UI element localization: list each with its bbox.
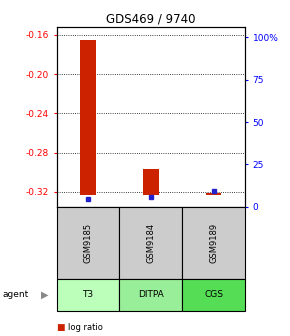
Bar	[143, 169, 159, 195]
Title: GDS469 / 9740: GDS469 / 9740	[106, 13, 195, 26]
Text: ▶: ▶	[41, 290, 49, 300]
Text: T3: T3	[82, 290, 94, 299]
Text: DITPA: DITPA	[138, 290, 164, 299]
Bar	[80, 40, 96, 195]
Text: GSM9184: GSM9184	[146, 223, 155, 263]
Text: CGS: CGS	[204, 290, 223, 299]
Text: ■: ■	[57, 323, 65, 332]
Text: GSM9189: GSM9189	[209, 223, 218, 263]
Text: agent: agent	[3, 290, 29, 299]
Bar	[206, 193, 222, 195]
Text: GSM9185: GSM9185	[84, 223, 93, 263]
Text: log ratio: log ratio	[68, 323, 102, 332]
